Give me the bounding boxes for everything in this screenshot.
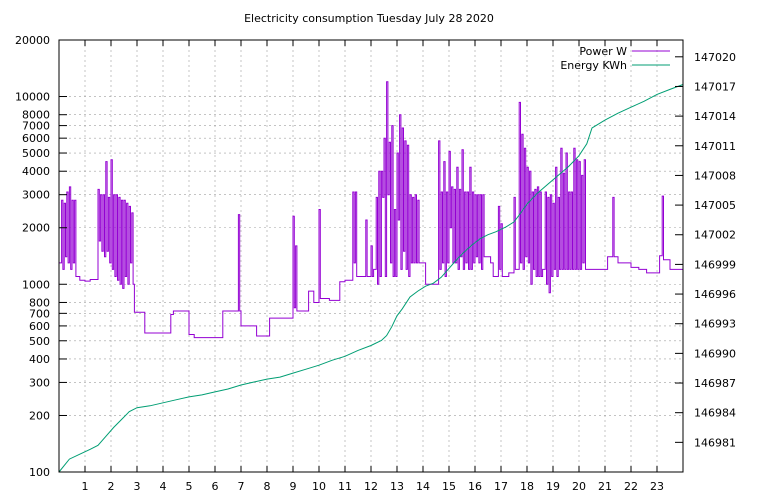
y-right-tick-label: 147002 bbox=[694, 229, 736, 242]
y-left-tick-label: 6000 bbox=[22, 132, 50, 145]
x-tick-label: 14 bbox=[416, 480, 430, 493]
y-left-tick-label: 1000 bbox=[22, 278, 50, 291]
legend: Power W Energy KWh bbox=[560, 45, 670, 72]
x-tick-label: 3 bbox=[134, 480, 141, 493]
y-left-tick-label: 600 bbox=[29, 320, 50, 333]
y-right-tick-label: 147020 bbox=[694, 51, 736, 64]
x-tick-label: 18 bbox=[520, 480, 534, 493]
y-left-tick-label: 300 bbox=[29, 376, 50, 389]
chart-title: Electricity consumption Tuesday July 28 … bbox=[244, 12, 494, 25]
y-right-tick-label: 146996 bbox=[694, 288, 736, 301]
x-tick-label: 19 bbox=[546, 480, 560, 493]
x-tick-label: 7 bbox=[238, 480, 245, 493]
x-tick-label: 5 bbox=[186, 480, 193, 493]
y-right-tick-label: 147008 bbox=[694, 169, 736, 182]
x-tick-label: 12 bbox=[364, 480, 378, 493]
x-tick-label: 17 bbox=[494, 480, 508, 493]
energy-line bbox=[58, 84, 684, 473]
y-left-tick-label: 100 bbox=[29, 466, 50, 479]
x-tick-label: 16 bbox=[468, 480, 482, 493]
y-right-tick-label: 146981 bbox=[694, 436, 736, 449]
y-left-tick-label: 700 bbox=[29, 307, 50, 320]
x-tick-label: 13 bbox=[390, 480, 404, 493]
y-left-tick-label: 4000 bbox=[22, 165, 50, 178]
x-tick-label: 2 bbox=[108, 480, 115, 493]
y-right-tick-label: 146987 bbox=[694, 377, 736, 390]
y-right-tick-label: 147005 bbox=[694, 199, 736, 212]
y-right-tick-label: 147014 bbox=[694, 110, 736, 123]
x-tick-label: 22 bbox=[624, 480, 638, 493]
y-left-tick-label: 400 bbox=[29, 353, 50, 366]
y-right-tick-label: 147011 bbox=[694, 140, 736, 153]
x-tick-label: 21 bbox=[598, 480, 612, 493]
x-tick-label: 10 bbox=[312, 480, 326, 493]
y-right-tick-label: 146990 bbox=[694, 347, 736, 360]
x-tick-label: 6 bbox=[212, 480, 219, 493]
series-power bbox=[59, 81, 683, 339]
legend-label-power: Power W bbox=[579, 45, 627, 58]
y-right-tick-label: 146984 bbox=[694, 407, 736, 420]
y-right-tick-label: 146999 bbox=[694, 258, 736, 271]
y-left-tick-label: 20000 bbox=[15, 34, 50, 47]
x-tick-label: 8 bbox=[264, 480, 271, 493]
x-tick-label: 20 bbox=[572, 480, 586, 493]
x-tick-label: 9 bbox=[290, 480, 297, 493]
x-tick-label: 23 bbox=[650, 480, 664, 493]
x-tick-label: 1 bbox=[82, 480, 89, 493]
axis-ticks: 1 2 3 4 5 6 7 8 9 10 11 12 13 14 15 16 17 18 19 20 21 22 23100… bbox=[15, 34, 736, 493]
y-left-tick-label: 500 bbox=[29, 335, 50, 348]
x-tick-label: 4 bbox=[160, 480, 167, 493]
legend-label-energy: Energy KWh bbox=[560, 59, 627, 72]
y-left-tick-label: 3000 bbox=[22, 189, 50, 202]
y-left-tick-label: 200 bbox=[29, 409, 50, 422]
y-left-tick-label: 7000 bbox=[22, 120, 50, 133]
y-right-tick-label: 147017 bbox=[694, 80, 736, 93]
y-left-tick-label: 8000 bbox=[22, 109, 50, 122]
power-line bbox=[59, 81, 683, 339]
y-left-tick-label: 10000 bbox=[15, 91, 50, 104]
y-left-tick-label: 2000 bbox=[22, 222, 50, 235]
y-left-tick-label: 800 bbox=[29, 296, 50, 309]
x-tick-label: 15 bbox=[442, 480, 456, 493]
y-right-tick-label: 146993 bbox=[694, 318, 736, 331]
series-energy bbox=[58, 84, 684, 473]
x-tick-label: 11 bbox=[338, 480, 352, 493]
y-left-tick-label: 5000 bbox=[22, 147, 50, 160]
